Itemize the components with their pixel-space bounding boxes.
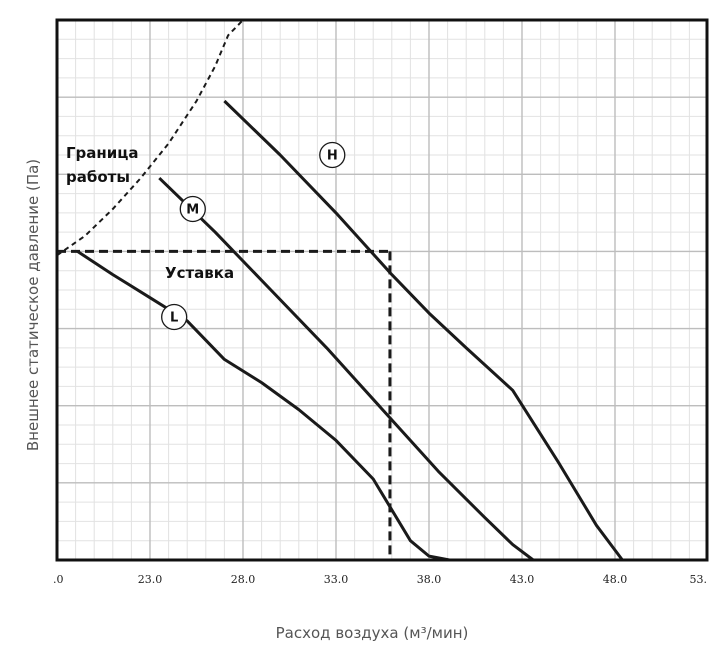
x-tick-label: 53. (690, 573, 708, 586)
setpoint-label: Уставка (165, 264, 234, 282)
curve-label-m: M (186, 203, 199, 218)
curve-label-l: L (170, 311, 178, 326)
curve-label-circle-m (179, 195, 206, 223)
fan-curves (76, 99, 624, 562)
x-tick-label: 43.0 (510, 573, 535, 586)
curve-label-circle-h (319, 141, 346, 169)
boundary-label-line1: Граница (66, 144, 139, 162)
x-tick-label: 38.0 (417, 573, 442, 586)
operating-boundary-curve (56, 19, 244, 257)
minor-grid (56, 19, 709, 561)
curve-m (158, 177, 535, 562)
curve-labels: H M L (161, 141, 346, 331)
x-tick-label: 33.0 (324, 573, 349, 586)
y-axis-label: Внешнее статическое давление (Па) (24, 159, 42, 451)
curve-l (76, 250, 450, 562)
x-tick-label: .0 (53, 573, 64, 586)
x-tick-labels: .0 23.0 28.0 33.0 38.0 43.0 48.0 53. (53, 573, 707, 586)
boundary-label-line2: работы (66, 168, 130, 186)
operating-boundary-line (56, 19, 244, 257)
curve-h (223, 99, 624, 561)
x-axis-label: Расход воздуха (м³/мин) (276, 624, 469, 642)
curve-label-circle-l (161, 303, 188, 331)
x-tick-label: 28.0 (231, 573, 256, 586)
x-tick-label: 48.0 (603, 573, 628, 586)
plot-frame (55, 18, 709, 562)
curve-label-h: H (327, 149, 338, 164)
plot-border (55, 18, 709, 562)
x-tick-label: 23.0 (138, 573, 163, 586)
